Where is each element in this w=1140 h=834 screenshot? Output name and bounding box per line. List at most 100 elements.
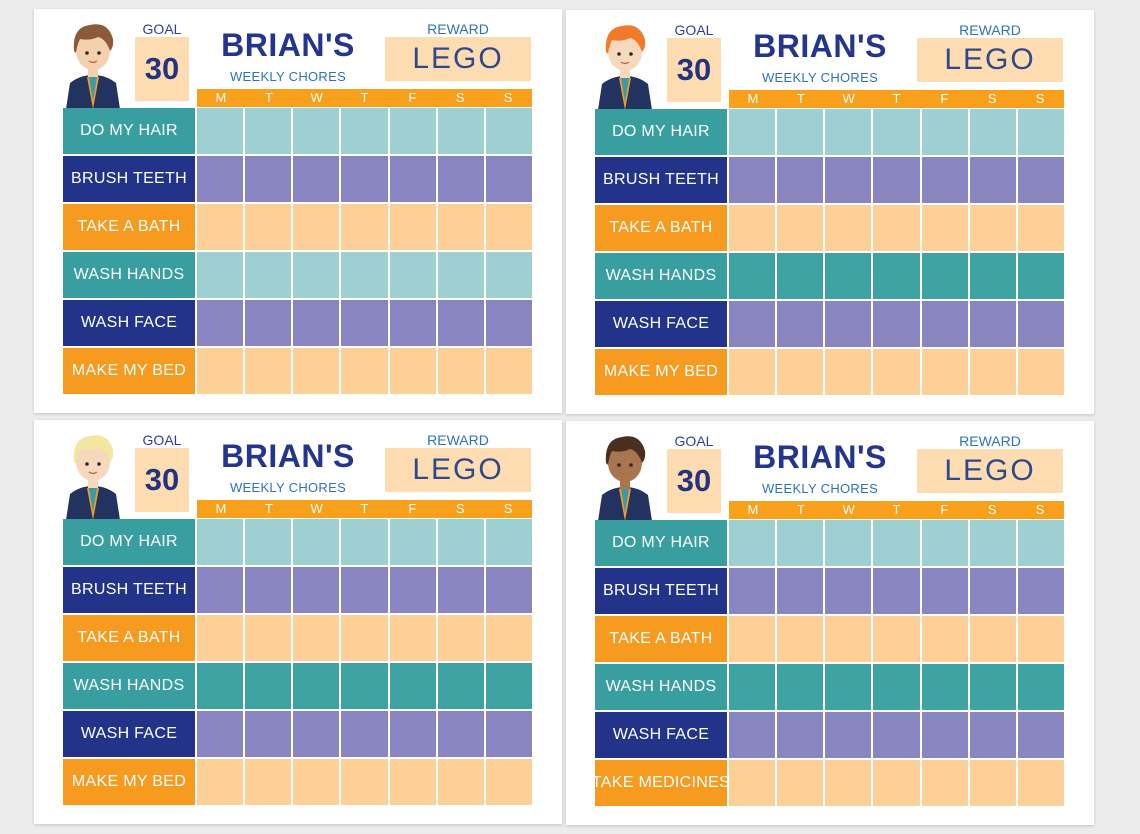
chore-checkbox-cell[interactable]: [873, 301, 920, 347]
chore-checkbox-cell[interactable]: [921, 109, 968, 155]
chore-checkbox-cell[interactable]: [873, 349, 920, 395]
chore-checkbox-cell[interactable]: [485, 663, 532, 709]
chore-checkbox-cell[interactable]: [1017, 712, 1064, 758]
chore-checkbox-cell[interactable]: [437, 519, 484, 565]
chore-checkbox-cell[interactable]: [437, 156, 484, 202]
chore-checkbox-cell[interactable]: [729, 253, 776, 299]
chore-checkbox-cell[interactable]: [873, 664, 920, 710]
chore-checkbox-cell[interactable]: [873, 616, 920, 662]
chore-checkbox-cell[interactable]: [341, 300, 388, 346]
chore-checkbox-cell[interactable]: [389, 252, 436, 298]
chore-checkbox-cell[interactable]: [197, 615, 244, 661]
chore-checkbox-cell[interactable]: [1017, 253, 1064, 299]
chore-checkbox-cell[interactable]: [485, 759, 532, 805]
chore-checkbox-cell[interactable]: [197, 156, 244, 202]
chore-checkbox-cell[interactable]: [777, 253, 824, 299]
chore-checkbox-cell[interactable]: [245, 108, 292, 154]
chore-checkbox-cell[interactable]: [389, 300, 436, 346]
chore-checkbox-cell[interactable]: [729, 760, 776, 806]
chore-checkbox-cell[interactable]: [389, 711, 436, 757]
chore-checkbox-cell[interactable]: [293, 204, 340, 250]
chore-checkbox-cell[interactable]: [921, 253, 968, 299]
chore-checkbox-cell[interactable]: [197, 711, 244, 757]
chore-checkbox-cell[interactable]: [825, 664, 872, 710]
chore-checkbox-cell[interactable]: [389, 108, 436, 154]
chore-checkbox-cell[interactable]: [921, 616, 968, 662]
chore-checkbox-cell[interactable]: [245, 759, 292, 805]
chore-checkbox-cell[interactable]: [921, 760, 968, 806]
chore-checkbox-cell[interactable]: [1017, 760, 1064, 806]
chore-checkbox-cell[interactable]: [969, 253, 1016, 299]
chore-checkbox-cell[interactable]: [777, 760, 824, 806]
chore-checkbox-cell[interactable]: [921, 349, 968, 395]
chore-checkbox-cell[interactable]: [485, 108, 532, 154]
chore-checkbox-cell[interactable]: [341, 759, 388, 805]
chore-checkbox-cell[interactable]: [873, 109, 920, 155]
chore-checkbox-cell[interactable]: [921, 301, 968, 347]
chore-checkbox-cell[interactable]: [293, 348, 340, 394]
chore-checkbox-cell[interactable]: [777, 349, 824, 395]
chore-checkbox-cell[interactable]: [197, 567, 244, 613]
chore-checkbox-cell[interactable]: [341, 156, 388, 202]
chore-checkbox-cell[interactable]: [437, 204, 484, 250]
chore-checkbox-cell[interactable]: [341, 204, 388, 250]
chore-checkbox-cell[interactable]: [1017, 664, 1064, 710]
chore-checkbox-cell[interactable]: [293, 567, 340, 613]
chore-checkbox-cell[interactable]: [245, 156, 292, 202]
chore-checkbox-cell[interactable]: [437, 567, 484, 613]
chore-checkbox-cell[interactable]: [921, 520, 968, 566]
chore-checkbox-cell[interactable]: [825, 205, 872, 251]
chore-checkbox-cell[interactable]: [729, 349, 776, 395]
chore-checkbox-cell[interactable]: [485, 615, 532, 661]
chore-checkbox-cell[interactable]: [825, 157, 872, 203]
chore-checkbox-cell[interactable]: [921, 568, 968, 614]
chore-checkbox-cell[interactable]: [197, 348, 244, 394]
chore-checkbox-cell[interactable]: [389, 615, 436, 661]
chore-checkbox-cell[interactable]: [437, 711, 484, 757]
chore-checkbox-cell[interactable]: [969, 157, 1016, 203]
chore-checkbox-cell[interactable]: [437, 252, 484, 298]
chore-checkbox-cell[interactable]: [197, 108, 244, 154]
chore-checkbox-cell[interactable]: [1017, 520, 1064, 566]
chore-checkbox-cell[interactable]: [245, 567, 292, 613]
chore-checkbox-cell[interactable]: [485, 519, 532, 565]
chore-checkbox-cell[interactable]: [1017, 157, 1064, 203]
chore-checkbox-cell[interactable]: [921, 205, 968, 251]
chore-checkbox-cell[interactable]: [1017, 568, 1064, 614]
chore-checkbox-cell[interactable]: [873, 760, 920, 806]
chore-checkbox-cell[interactable]: [969, 616, 1016, 662]
chore-checkbox-cell[interactable]: [245, 519, 292, 565]
chore-checkbox-cell[interactable]: [293, 252, 340, 298]
chore-checkbox-cell[interactable]: [729, 109, 776, 155]
chore-checkbox-cell[interactable]: [485, 300, 532, 346]
chore-checkbox-cell[interactable]: [245, 300, 292, 346]
chore-checkbox-cell[interactable]: [873, 520, 920, 566]
chore-checkbox-cell[interactable]: [825, 760, 872, 806]
chore-checkbox-cell[interactable]: [197, 300, 244, 346]
chore-checkbox-cell[interactable]: [485, 156, 532, 202]
chore-checkbox-cell[interactable]: [777, 109, 824, 155]
chore-checkbox-cell[interactable]: [389, 759, 436, 805]
chore-checkbox-cell[interactable]: [873, 205, 920, 251]
chore-checkbox-cell[interactable]: [245, 711, 292, 757]
chore-checkbox-cell[interactable]: [197, 204, 244, 250]
chore-checkbox-cell[interactable]: [729, 520, 776, 566]
chore-checkbox-cell[interactable]: [729, 301, 776, 347]
chore-checkbox-cell[interactable]: [825, 568, 872, 614]
chore-checkbox-cell[interactable]: [197, 519, 244, 565]
chore-checkbox-cell[interactable]: [777, 712, 824, 758]
chore-checkbox-cell[interactable]: [873, 712, 920, 758]
chore-checkbox-cell[interactable]: [825, 616, 872, 662]
chore-checkbox-cell[interactable]: [245, 204, 292, 250]
chore-checkbox-cell[interactable]: [825, 712, 872, 758]
chore-checkbox-cell[interactable]: [825, 520, 872, 566]
chore-checkbox-cell[interactable]: [293, 759, 340, 805]
chore-checkbox-cell[interactable]: [437, 108, 484, 154]
chore-checkbox-cell[interactable]: [969, 760, 1016, 806]
chore-checkbox-cell[interactable]: [389, 204, 436, 250]
chore-checkbox-cell[interactable]: [245, 615, 292, 661]
chore-checkbox-cell[interactable]: [969, 664, 1016, 710]
chore-checkbox-cell[interactable]: [969, 712, 1016, 758]
chore-checkbox-cell[interactable]: [389, 348, 436, 394]
chore-checkbox-cell[interactable]: [437, 615, 484, 661]
